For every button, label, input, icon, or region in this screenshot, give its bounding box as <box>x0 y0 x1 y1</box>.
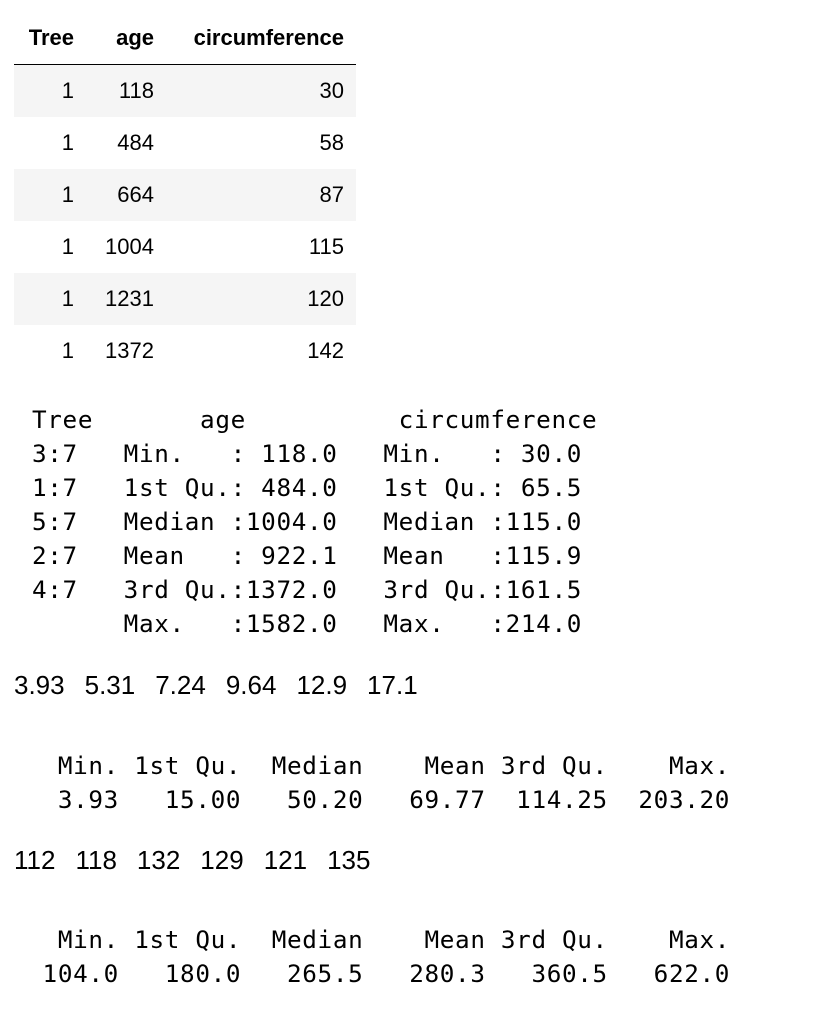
header-padding <box>344 12 356 65</box>
data-frame-table: Tree age circumference 1 118 30 1 484 58… <box>14 12 356 377</box>
vector-value: 129 <box>200 845 244 875</box>
cell-circumference: 58 <box>319 130 344 155</box>
vector-value: 135 <box>327 845 371 875</box>
summary-line: 2:7 Mean : 922.1 Mean :115.9 <box>32 541 583 570</box>
summary-line: 4:7 3rd Qu.:1372.0 3rd Qu.:161.5 <box>32 575 583 604</box>
summary-values-line: 3.93 15.00 50.20 69.77 114.25 203.20 <box>12 785 746 814</box>
cell-tree: 1 <box>61 338 74 363</box>
table-header-row: Tree age circumference <box>14 12 356 65</box>
summary-values-line: 104.0 180.0 265.5 280.3 360.5 622.0 <box>12 959 746 988</box>
vector-output: 112 118 132 129 121 135 <box>14 843 390 877</box>
summary-line: 3:7 Min. : 118.0 Min. : 30.0 <box>32 439 583 468</box>
row-padding <box>344 325 356 377</box>
vector-value: 12.9 <box>296 670 348 700</box>
vector-value: 9.64 <box>225 670 277 700</box>
table-row: 1 1231 120 <box>14 273 356 325</box>
table-row: 1 1372 142 <box>14 325 356 377</box>
cell-age: 118 <box>74 64 154 117</box>
cell-circumference: 115 <box>308 234 344 259</box>
column-header-circumference: circumference <box>154 12 344 65</box>
cell-age: 664 <box>74 169 154 221</box>
summary-line: 5:7 Median :1004.0 Median :115.0 <box>32 507 583 536</box>
row-padding <box>344 221 356 273</box>
cell-age: 1372 <box>105 338 154 363</box>
vector-value: 5.31 <box>84 670 136 700</box>
vector-value: 118 <box>75 845 117 875</box>
summary-header-line: Min. 1st Qu. Median Mean 3rd Qu. Max. <box>12 925 746 954</box>
vector-value: 3.93 <box>14 670 65 700</box>
cell-circumference: 120 <box>154 273 344 325</box>
cell-age: 1231 <box>74 273 154 325</box>
row-padding <box>344 273 356 325</box>
table-row: 1 1004 115 <box>14 221 356 273</box>
column-header-tree: Tree <box>14 12 74 65</box>
cell-tree: 1 <box>14 273 74 325</box>
vector-value: 132 <box>136 845 181 875</box>
cell-age: 484 <box>117 130 154 155</box>
row-padding <box>344 64 356 117</box>
cell-tree: 1 <box>14 169 74 221</box>
summary-output: Tree age circumference 3:7 Min. : 118.0 M… <box>32 403 597 641</box>
summary-header-line: Tree age circumference <box>32 405 598 434</box>
cell-age: 1004 <box>105 234 154 259</box>
vector-value: 112 <box>14 845 56 875</box>
cell-tree: 1 <box>61 234 74 259</box>
summary-line: Max. :1582.0 Max. :214.0 <box>32 609 583 638</box>
vector-value: 7.24 <box>155 670 206 700</box>
summary-header-line: Min. 1st Qu. Median Mean 3rd Qu. Max. <box>12 751 746 780</box>
cell-circumference: 142 <box>307 338 344 363</box>
cell-circumference: 87 <box>154 169 344 221</box>
row-padding <box>344 117 356 169</box>
summary-line: 1:7 1st Qu.: 484.0 1st Qu.: 65.5 <box>32 473 583 502</box>
cell-circumference: 30 <box>154 64 344 117</box>
row-padding <box>344 169 356 221</box>
cell-tree: 1 <box>14 64 74 117</box>
table-row: 1 118 30 <box>14 64 356 117</box>
vector-value: 17.1 <box>367 670 418 700</box>
table-row: 1 664 87 <box>14 169 356 221</box>
summary-output: Min. 1st Qu. Median Mean 3rd Qu. Max. 3.… <box>12 749 745 817</box>
table-row: 1 484 58 <box>14 117 356 169</box>
vector-value: 121 <box>263 845 308 875</box>
vector-output: 3.93 5.31 7.24 9.64 12.9 17.1 <box>14 668 438 702</box>
column-header-age: age <box>74 12 154 65</box>
cell-tree: 1 <box>61 130 74 155</box>
summary-output: Min. 1st Qu. Median Mean 3rd Qu. Max. 10… <box>12 923 745 991</box>
